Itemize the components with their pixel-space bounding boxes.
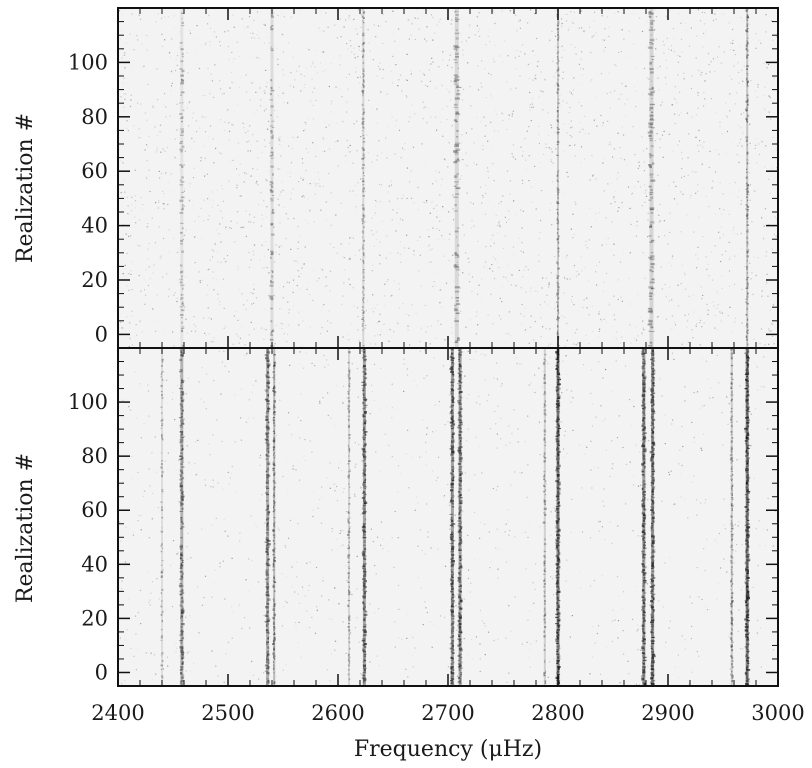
spectral-line [555,9,560,349]
top-y-axis-label: Realization # [13,113,38,263]
y-tick-label: 100 [68,50,108,74]
spectral-line [649,348,656,686]
spectral-line [178,349,185,685]
noise-texture [118,8,780,350]
spectral-line [272,348,277,685]
x-tick-label: 2500 [201,701,254,725]
spectral-line [542,348,547,685]
spectral-line [449,348,456,687]
spectral-line [745,8,750,347]
spectral-line [744,348,751,686]
x-tick-label: 2700 [421,701,474,725]
y-tick-label: 100 [68,390,108,414]
spectral-line [457,348,463,685]
y-tick-label: 0 [95,660,108,684]
x-tick-label: 2900 [641,701,694,725]
y-tick-label: 60 [81,159,108,183]
y-tick-label: 40 [81,214,108,238]
spectral-line [160,349,164,685]
x-axis-label: Frequency (μHz) [354,737,542,762]
y-tick-label: 80 [81,105,108,129]
spectral-line [555,348,561,686]
y-tick-label: 80 [81,444,108,468]
noise-texture [118,348,780,688]
plot-background [118,8,778,348]
spectral-line [453,9,461,347]
x-tick-label: 2800 [531,701,584,725]
spectral-line [269,9,275,347]
y-tick-label: 40 [81,552,108,576]
spectral-line [179,9,185,347]
spectral-line [647,8,656,347]
plot-background [118,348,778,686]
spectral-line [361,8,366,347]
y-tick-label: 20 [81,268,108,292]
spectral-line [729,348,734,685]
y-tick-label: 0 [95,322,108,346]
y-tick-label: 20 [81,606,108,630]
top-panel: 0 20 40 60 80 100 [68,7,780,350]
x-tick-label: 2600 [311,701,364,725]
spectral-line [361,348,368,687]
x-tick-label: 3000 [751,701,804,725]
spectral-line [347,348,351,685]
x-tick-label: 2400 [91,701,144,725]
y-tick-label: 60 [81,498,108,522]
spectral-line [264,348,271,686]
bottom-panel: 0 20 40 60 80 100 2400 2500 2600 2700 2800 2900 3000 [68,347,805,725]
bottom-y-axis-label: Realization # [13,453,38,603]
